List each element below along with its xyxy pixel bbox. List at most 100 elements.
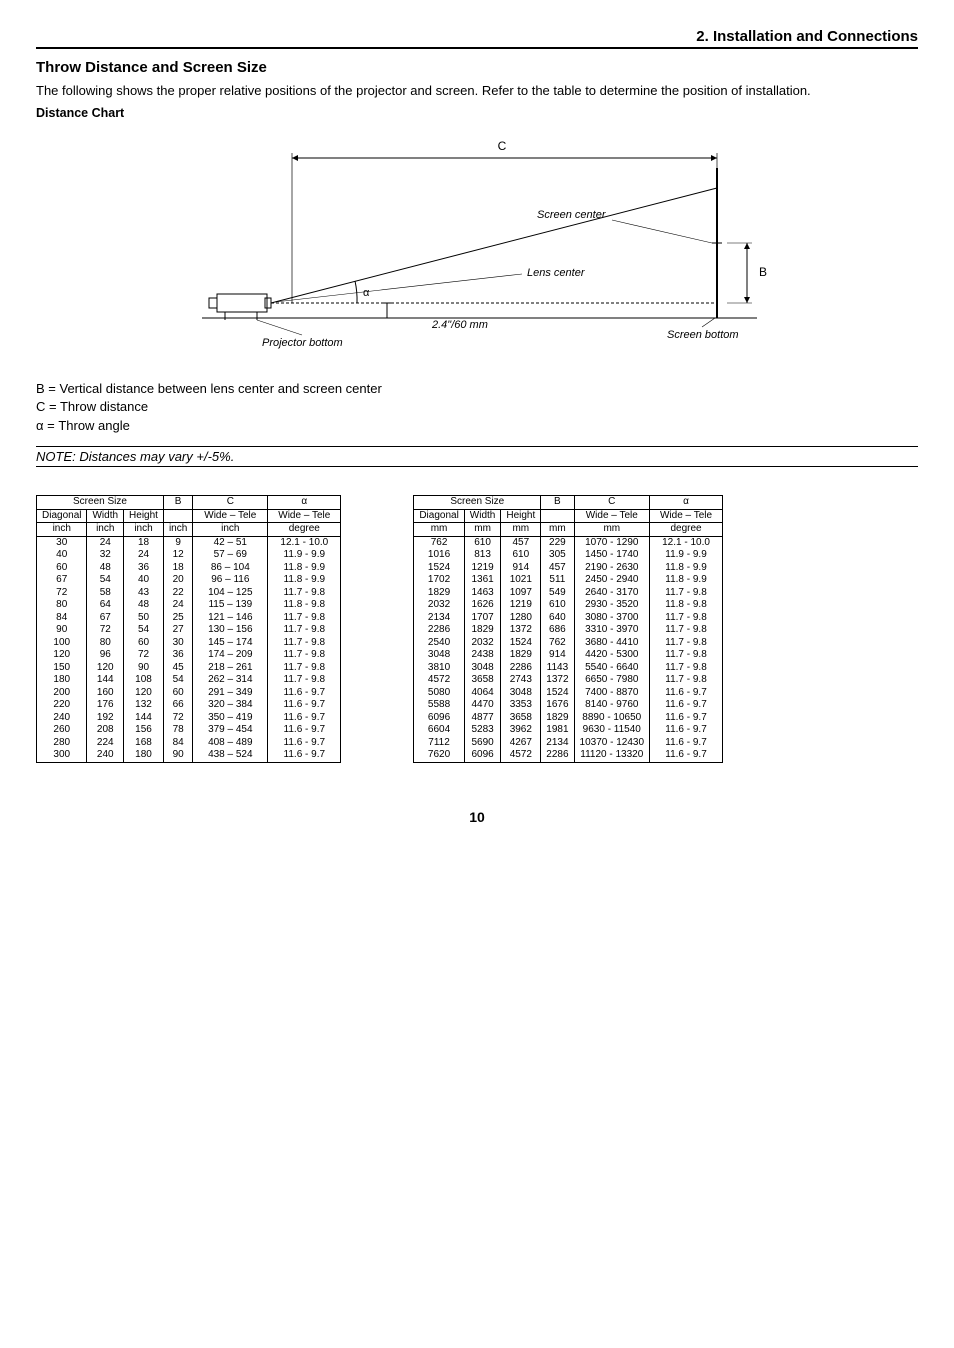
cell: 48 [87, 562, 124, 575]
cell: 1372 [501, 624, 541, 637]
cell: 45 [163, 662, 192, 675]
cell: 156 [124, 724, 164, 737]
cell: 549 [541, 587, 574, 600]
legend-b: B = Vertical distance between lens cente… [36, 380, 918, 399]
cell: 60 [37, 562, 87, 575]
cell: 3048 [501, 687, 541, 700]
cell: 300 [37, 749, 87, 762]
table-row: 711256904267213410370 - 1243011.6 - 9.7 [414, 737, 723, 750]
cell: 11.7 - 9.8 [650, 674, 723, 687]
table-row: 30024018090438 – 52411.6 - 9.7 [37, 749, 341, 762]
cell: 2930 - 3520 [574, 599, 650, 612]
cell: 20 [163, 574, 192, 587]
cell: 11.7 - 9.8 [268, 674, 341, 687]
cell: 10370 - 12430 [574, 737, 650, 750]
cell: 40 [37, 549, 87, 562]
cell: 27 [163, 624, 192, 637]
diagram-label-projector-bottom: Projector bottom [262, 337, 343, 349]
cell: 30 [37, 536, 87, 549]
cell: 1676 [541, 699, 574, 712]
cell: 120 [37, 649, 87, 662]
cell: 72 [124, 649, 164, 662]
cell: 3353 [501, 699, 541, 712]
th-screen-size: Screen Size [414, 496, 541, 510]
diagram-label-lens-center: Lens center [527, 267, 586, 279]
cell: 58 [87, 587, 124, 600]
th-unit: inch [163, 523, 192, 537]
cell: 43 [124, 587, 164, 600]
table-row: 18014410854262 – 31411.7 - 9.8 [37, 674, 341, 687]
cell: 25 [163, 612, 192, 625]
page-number: 10 [36, 809, 918, 825]
cell: 3658 [464, 674, 501, 687]
cell: 180 [37, 674, 87, 687]
diagram-label-offset: 2.4"/60 mm [431, 319, 488, 331]
table-row: 1829146310975492640 - 317011.7 - 9.8 [414, 587, 723, 600]
th-alpha: α [268, 496, 341, 510]
table-row: 24019214472350 – 41911.6 - 9.7 [37, 712, 341, 725]
cell: 11.9 - 9.9 [268, 549, 341, 562]
cell: 11.7 - 9.8 [650, 649, 723, 662]
cell: 1070 - 1290 [574, 536, 650, 549]
cell: 4267 [501, 737, 541, 750]
cell: 90 [124, 662, 164, 675]
cell: 7620 [414, 749, 464, 762]
th-unit: mm [541, 523, 574, 537]
cell: 11.7 - 9.8 [650, 587, 723, 600]
th-height: Height [124, 509, 164, 523]
cell: 11.8 - 9.8 [650, 599, 723, 612]
diagram-label-alpha: α [363, 287, 370, 299]
cell: 11.9 - 9.9 [650, 549, 723, 562]
cell: 90 [163, 749, 192, 762]
cell: 11.7 - 9.8 [268, 612, 341, 625]
distance-diagram: C α 2.4"/60 mm Screen center Lens center… [36, 128, 918, 358]
cell: 54 [163, 674, 192, 687]
cell: 42 – 51 [193, 536, 268, 549]
cell: 1524 [501, 637, 541, 650]
cell: 1450 - 1740 [574, 549, 650, 562]
legend-c: C = Throw distance [36, 398, 918, 417]
table-row: 26020815678379 – 45411.6 - 9.7 [37, 724, 341, 737]
table-row: 10168136103051450 - 174011.9 - 9.9 [414, 549, 723, 562]
table-row: 2134170712806403080 - 370011.7 - 9.8 [414, 612, 723, 625]
th-diagonal: Diagonal [37, 509, 87, 523]
cell: 18 [163, 562, 192, 575]
cell: 11.7 - 9.8 [268, 624, 341, 637]
cell: 121 – 146 [193, 612, 268, 625]
cell: 2743 [501, 674, 541, 687]
table-row: 50804064304815247400 - 887011.6 - 9.7 [414, 687, 723, 700]
th-unit: degree [650, 523, 723, 537]
cell: 1372 [541, 674, 574, 687]
table-mm: Screen Size B C α Diagonal Width Height … [413, 495, 723, 763]
table-row: 45723658274313726650 - 798011.7 - 9.8 [414, 674, 723, 687]
cell: 144 [124, 712, 164, 725]
cell: 280 [37, 737, 87, 750]
cell: 260 [37, 724, 87, 737]
cell: 174 – 209 [193, 649, 268, 662]
th-unit: mm [414, 523, 464, 537]
cell: 6096 [464, 749, 501, 762]
cell: 5588 [414, 699, 464, 712]
th-c: C [193, 496, 268, 510]
table-row: 1702136110215112450 - 294011.8 - 9.9 [414, 574, 723, 587]
cell: 192 [87, 712, 124, 725]
cell: 11.7 - 9.8 [268, 662, 341, 675]
cell: 5283 [464, 724, 501, 737]
table-row: 152412199144572190 - 263011.8 - 9.9 [414, 562, 723, 575]
cell: 54 [87, 574, 124, 587]
cell: 104 – 125 [193, 587, 268, 600]
cell: 72 [37, 587, 87, 600]
cell: 78 [163, 724, 192, 737]
note-text: NOTE: Distances may vary +/-5%. [36, 446, 918, 467]
cell: 11.6 - 9.7 [650, 724, 723, 737]
cell: 379 – 454 [193, 724, 268, 737]
th-unit: inch [124, 523, 164, 537]
cell: 3048 [464, 662, 501, 675]
table-row: 38103048228611435540 - 664011.7 - 9.8 [414, 662, 723, 675]
cell: 11.7 - 9.8 [268, 587, 341, 600]
cell: 2190 - 2630 [574, 562, 650, 575]
cell: 36 [124, 562, 164, 575]
table-row: 2032162612196102930 - 352011.8 - 9.8 [414, 599, 723, 612]
cell: 40 [124, 574, 164, 587]
th-c: C [574, 496, 650, 510]
